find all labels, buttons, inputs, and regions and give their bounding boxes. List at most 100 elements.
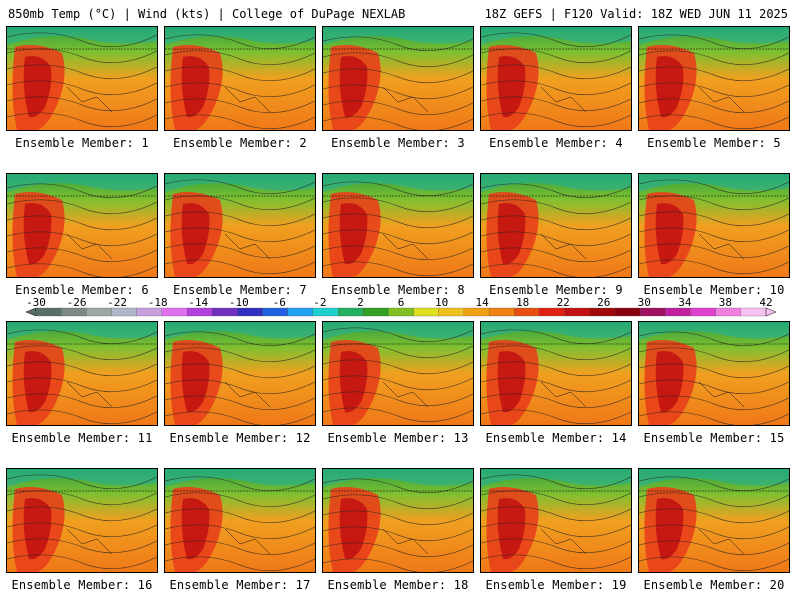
temperature-map <box>7 174 157 277</box>
model-run-info: 18Z GEFS | F120 Valid: 18Z WED JUN 11 20… <box>484 7 788 21</box>
colorbar-swatch <box>438 307 465 317</box>
ensemble-member-panel: Ensemble Member: 14 <box>480 321 632 445</box>
ensemble-member-panel: Ensemble Member: 6 <box>6 173 158 297</box>
temperature-map <box>165 27 315 130</box>
temperature-colorbar: -30 -26 -22 -18 -14 -10 -6 -2 2 6 10 14 18 22 26 30 34 38… <box>25 296 777 317</box>
ensemble-member-label: Ensemble Member: 5 <box>647 136 781 150</box>
colorbar-swatch <box>186 307 213 317</box>
temperature-map <box>481 174 631 277</box>
panel-map <box>164 26 316 131</box>
panel-map <box>164 321 316 426</box>
ensemble-member-panel: Ensemble Member: 3 <box>322 26 474 150</box>
ensemble-member-panel: Ensemble Member: 20 <box>638 468 790 592</box>
chart-title: 850mb Temp (°C) | Wind (kts) | College o… <box>8 7 406 21</box>
temperature-map <box>323 27 473 130</box>
panel-map <box>322 26 474 131</box>
ensemble-member-panel: Ensemble Member: 11 <box>6 321 158 445</box>
temperature-map <box>323 469 473 572</box>
temperature-map <box>639 27 789 130</box>
colorbar-swatch <box>111 307 138 317</box>
ensemble-member-panel: Ensemble Member: 16 <box>6 468 158 592</box>
colorbar-swatch <box>740 307 767 317</box>
temperature-map <box>323 322 473 425</box>
ensemble-member-label: Ensemble Member: 8 <box>331 283 465 297</box>
colorbar-tick-label: 22 <box>557 296 570 309</box>
ensemble-member-label: Ensemble Member: 14 <box>485 431 627 445</box>
ensemble-member-label: Ensemble Member: 18 <box>327 578 469 592</box>
panel-map <box>480 321 632 426</box>
panel-map <box>164 173 316 278</box>
colorbar-swatch <box>136 307 163 317</box>
ensemble-member-panel: Ensemble Member: 18 <box>322 468 474 592</box>
ensemble-member-label: Ensemble Member: 11 <box>11 431 153 445</box>
colorbar-swatch <box>539 307 566 317</box>
colorbar-swatch <box>61 307 87 317</box>
colorbar-swatch <box>363 307 389 317</box>
temperature-map <box>481 469 631 572</box>
ensemble-member-label: Ensemble Member: 2 <box>173 136 307 150</box>
temperature-map <box>639 469 789 572</box>
ensemble-member-label: Ensemble Member: 12 <box>169 431 311 445</box>
panel-map <box>322 468 474 573</box>
ensemble-member-panel: Ensemble Member: 2 <box>164 26 316 150</box>
panel-map <box>480 173 632 278</box>
ensemble-member-label: Ensemble Member: 13 <box>327 431 469 445</box>
temperature-map <box>165 322 315 425</box>
temperature-map <box>7 27 157 130</box>
colorbar-swatch <box>262 307 289 317</box>
colorbar-tick-label: 14 <box>475 296 489 309</box>
colorbar-swatch <box>514 307 540 317</box>
temperature-map <box>323 174 473 277</box>
ensemble-member-label: Ensemble Member: 15 <box>643 431 785 445</box>
colorbar-swatch <box>212 307 238 317</box>
temperature-map <box>7 322 157 425</box>
colorbar-swatch <box>715 307 742 317</box>
colorbar-arrow-right <box>765 307 777 317</box>
colorbar-swatch <box>589 307 616 317</box>
ensemble-member-panel: Ensemble Member: 10 <box>638 173 790 297</box>
ensemble-member-label: Ensemble Member: 10 <box>643 283 785 297</box>
colorbar-swatch <box>463 307 490 317</box>
colorbar-tick-label: -2 <box>313 296 326 309</box>
ensemble-member-label: Ensemble Member: 7 <box>173 283 307 297</box>
ensemble-member-panel: Ensemble Member: 12 <box>164 321 316 445</box>
panel-map <box>322 321 474 426</box>
ensemble-member-panel: Ensemble Member: 1 <box>6 26 158 150</box>
colorbar-swatch <box>237 307 264 317</box>
colorbar-tick-label: 34 <box>678 296 692 309</box>
panel-map <box>638 321 790 426</box>
colorbar-swatch <box>564 307 591 317</box>
temperature-map <box>7 469 157 572</box>
panel-map <box>6 321 158 426</box>
colorbar-swatch <box>690 307 717 317</box>
colorbar-tick-label: 42 <box>759 296 772 309</box>
ensemble-member-label: Ensemble Member: 1 <box>15 136 149 150</box>
temperature-map <box>639 174 789 277</box>
panel-map <box>638 468 790 573</box>
colorbar-arrow-left <box>25 307 37 317</box>
colorbar-tick-label: 26 <box>597 296 610 309</box>
colorbar-tick-label: 6 <box>398 296 405 309</box>
panel-map <box>6 468 158 573</box>
ensemble-member-panel: Ensemble Member: 15 <box>638 321 790 445</box>
temperature-map <box>481 322 631 425</box>
ensemble-member-label: Ensemble Member: 3 <box>331 136 465 150</box>
colorbar-tick-label: -26 <box>67 296 87 309</box>
temperature-map <box>481 27 631 130</box>
panel-map <box>638 173 790 278</box>
ensemble-member-panel: Ensemble Member: 8 <box>322 173 474 297</box>
colorbar-tick-label: -6 <box>273 296 286 309</box>
colorbar-swatch <box>413 307 440 317</box>
colorbar-swatch <box>388 307 415 317</box>
ensemble-member-label: Ensemble Member: 17 <box>169 578 311 592</box>
ensemble-member-label: Ensemble Member: 9 <box>489 283 623 297</box>
panel-map <box>480 26 632 131</box>
ensemble-member-panel: Ensemble Member: 17 <box>164 468 316 592</box>
ensemble-member-label: Ensemble Member: 20 <box>643 578 785 592</box>
ensemble-member-panel: Ensemble Member: 19 <box>480 468 632 592</box>
panel-map <box>480 468 632 573</box>
colorbar-tick-label: -14 <box>188 296 208 309</box>
colorbar-tick-label: -18 <box>148 296 168 309</box>
ensemble-member-panel: Ensemble Member: 5 <box>638 26 790 150</box>
colorbar-swatch <box>488 307 515 317</box>
